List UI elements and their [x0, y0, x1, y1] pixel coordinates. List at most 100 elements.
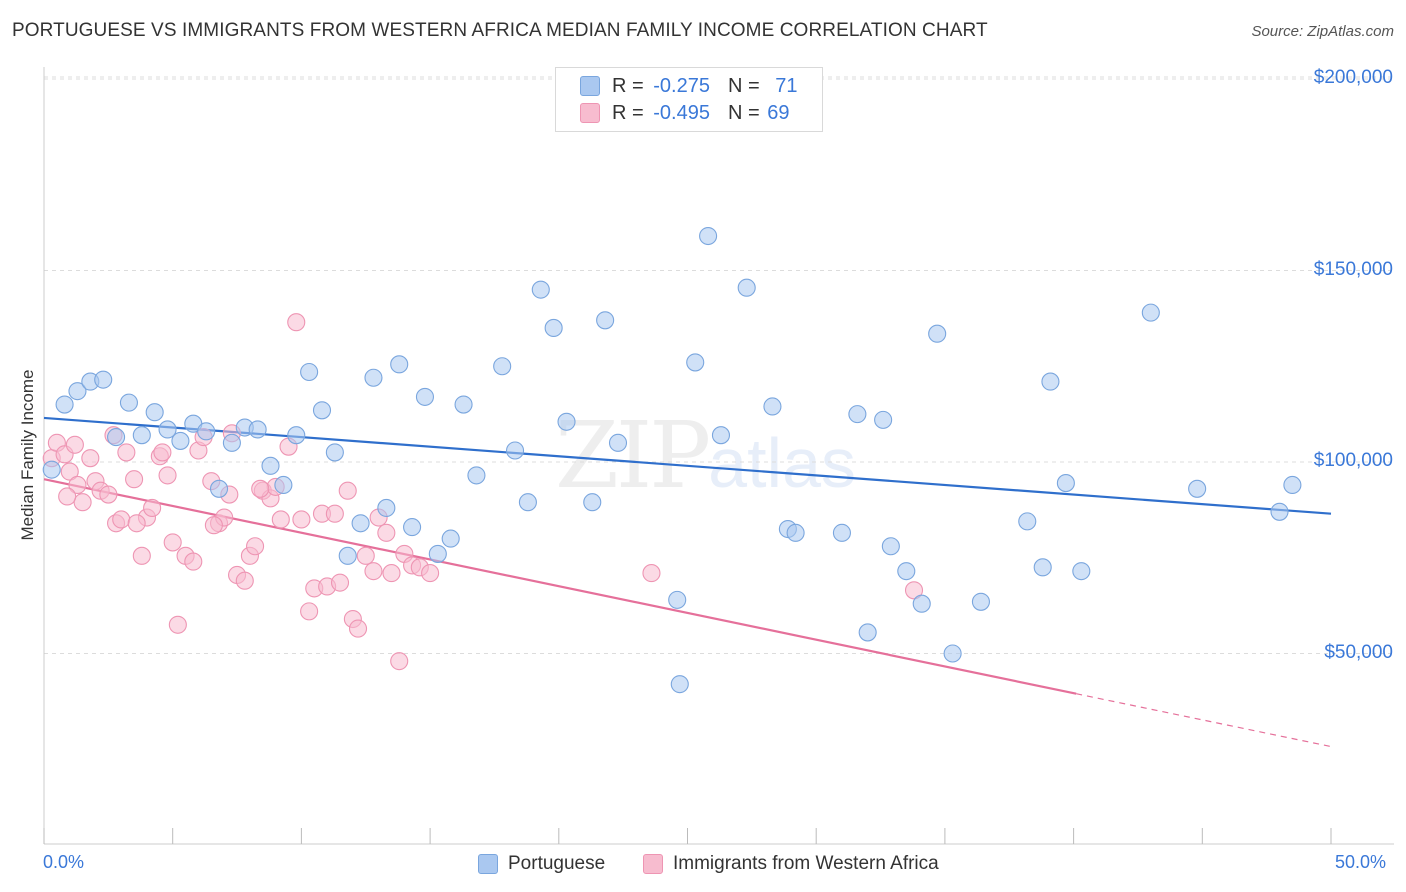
data-point-portuguese — [518, 493, 537, 512]
grid-lines — [44, 76, 1394, 654]
legend-row-portuguese: R = -0.275 N = 71 — [580, 73, 797, 99]
series-immigrants-western-africa — [42, 313, 924, 671]
data-point-portuguese — [325, 443, 344, 462]
data-point-portuguese — [364, 368, 383, 387]
data-point-portuguese — [403, 518, 422, 537]
legend-n-value: 71 — [775, 74, 798, 97]
watermark-atlas: atlas — [708, 424, 857, 502]
data-point-portuguese — [881, 537, 900, 556]
data-point-immigrants — [117, 443, 136, 462]
data-point-portuguese — [786, 523, 805, 542]
data-point-portuguese — [209, 479, 229, 498]
data-point-portuguese — [300, 362, 319, 382]
data-point-portuguese — [874, 410, 893, 429]
data-point-portuguese — [971, 592, 990, 611]
legend-n-value: 69 — [767, 101, 790, 124]
x-tick-label-min: 0.0% — [43, 852, 85, 872]
data-point-immigrants — [251, 479, 270, 498]
data-point-portuguese — [493, 357, 512, 376]
y-tick-label: $200,000 — [1313, 67, 1393, 88]
data-point-immigrants — [125, 470, 144, 489]
data-point-immigrants — [68, 475, 87, 495]
legend-n-label: N = — [727, 101, 760, 124]
data-point-portuguese — [132, 426, 151, 445]
data-point-portuguese — [1041, 372, 1060, 391]
data-point-immigrants — [271, 510, 290, 529]
data-point-portuguese — [557, 412, 576, 431]
data-point-immigrants — [132, 546, 151, 565]
data-point-portuguese — [505, 441, 525, 460]
data-point-immigrants — [112, 510, 131, 529]
data-point-portuguese — [119, 393, 138, 412]
data-point-portuguese — [699, 226, 718, 246]
bottom-legend-label-immigrants: Immigrants from Western Africa — [673, 853, 939, 874]
data-point-immigrants — [168, 615, 187, 634]
data-point-portuguese — [1283, 475, 1302, 495]
data-point-portuguese — [94, 370, 113, 389]
legend-swatch-blue — [580, 76, 600, 96]
data-point-portuguese — [670, 675, 689, 694]
data-point-immigrants — [143, 498, 162, 518]
data-point-immigrants — [377, 523, 396, 542]
legend-n-label: N = — [727, 74, 760, 97]
data-point-immigrants — [287, 313, 306, 332]
chart-title: PORTUGUESE VS IMMIGRANTS FROM WESTERN AF… — [12, 20, 988, 41]
data-point-portuguese — [428, 544, 447, 563]
watermark-zip: ZIP — [555, 402, 711, 509]
data-point-portuguese — [261, 456, 280, 475]
data-point-portuguese — [583, 493, 602, 512]
data-point-portuguese — [1018, 512, 1037, 531]
data-point-portuguese — [928, 324, 947, 343]
data-point-immigrants — [356, 546, 375, 565]
data-point-immigrants — [421, 564, 440, 583]
legend-row-immigrants: R = -0.495 N = 69 — [580, 100, 789, 126]
data-point-immigrants — [163, 533, 182, 552]
data-point-portuguese — [711, 426, 731, 445]
legend-r-label: R = — [612, 74, 644, 97]
data-point-portuguese — [832, 523, 851, 542]
data-point-portuguese — [686, 353, 705, 372]
data-point-portuguese — [454, 395, 473, 414]
legend-r-value: -0.495 — [653, 101, 710, 124]
y-axis-label: Median Family Income — [18, 369, 37, 541]
bottom-legend-swatch-pink — [643, 854, 663, 874]
data-point-immigrants — [127, 514, 146, 533]
data-point-immigrants — [292, 510, 311, 529]
bottom-legend-portuguese: Portuguese — [478, 851, 605, 877]
data-point-immigrants — [235, 571, 254, 590]
data-point-portuguese — [441, 529, 460, 548]
data-point-portuguese — [55, 395, 74, 414]
data-point-portuguese — [158, 420, 177, 439]
data-point-portuguese — [248, 420, 267, 439]
data-point-portuguese — [943, 644, 962, 663]
data-point-portuguese — [107, 428, 126, 447]
data-point-immigrants — [325, 504, 344, 523]
data-point-immigrants — [246, 537, 265, 556]
watermark: ZIPatlas — [555, 402, 856, 509]
data-point-immigrants — [204, 516, 223, 535]
data-point-immigrants — [390, 652, 409, 671]
data-point-immigrants — [300, 602, 319, 621]
data-point-immigrants — [65, 435, 84, 454]
series-portuguese — [42, 226, 1302, 694]
legend-swatch-pink — [580, 103, 600, 123]
data-point-portuguese — [608, 433, 628, 452]
data-point-portuguese — [668, 590, 687, 609]
data-point-immigrants — [158, 466, 177, 485]
data-point-portuguese — [737, 278, 756, 297]
data-point-portuguese — [312, 401, 332, 420]
data-point-immigrants — [60, 462, 79, 481]
data-point-immigrants — [153, 443, 172, 462]
data-point-portuguese — [390, 355, 409, 374]
data-point-portuguese — [351, 514, 370, 533]
data-point-portuguese — [531, 280, 550, 299]
source-label: Source: ZipAtlas.com — [1251, 23, 1394, 40]
data-point-portuguese — [1188, 479, 1207, 498]
legend-r-value: -0.275 — [653, 74, 710, 97]
data-point-portuguese — [145, 403, 164, 422]
data-point-portuguese — [171, 431, 190, 450]
data-point-immigrants — [99, 485, 118, 504]
data-point-portuguese — [596, 311, 615, 330]
data-point-portuguese — [1141, 303, 1160, 322]
